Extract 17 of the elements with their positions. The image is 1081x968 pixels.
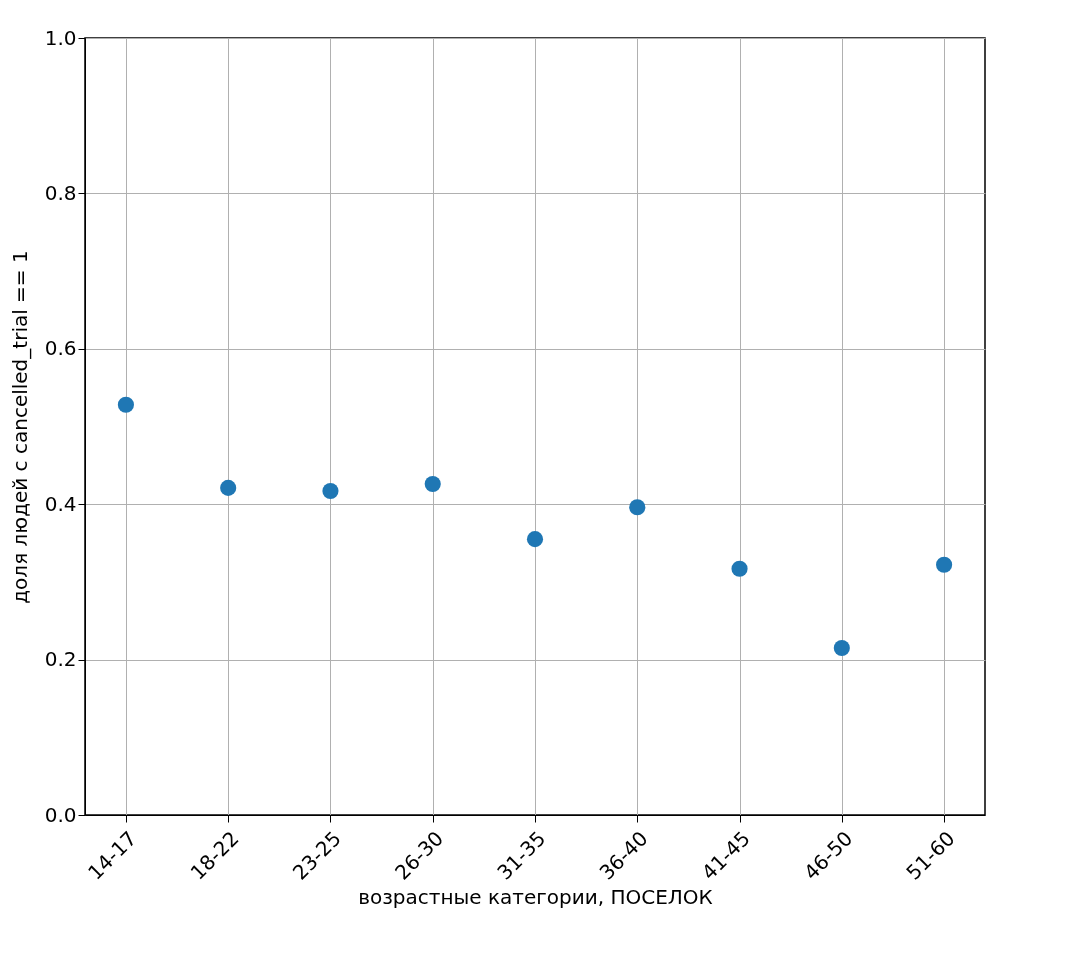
point	[731, 560, 748, 577]
point	[322, 482, 339, 500]
y-tick-label: 0.6	[44, 336, 77, 361]
point	[936, 556, 953, 573]
point	[117, 396, 134, 413]
point	[526, 531, 544, 548]
y-axis-title: доля людей с cancelled_trial == 1	[7, 250, 32, 604]
point	[220, 479, 237, 496]
point	[629, 499, 646, 516]
x-axis-title: возрастные категории, ПОСЕЛОК	[358, 884, 713, 909]
y-tick-label: 0.4	[44, 491, 77, 516]
y-tick-label: 0.0	[44, 802, 77, 827]
y-tick-label: 0.2	[44, 647, 77, 672]
point	[833, 639, 850, 656]
y-tick-label: 1.0	[44, 25, 77, 50]
point	[424, 475, 441, 493]
y-tick-label: 0.8	[44, 180, 77, 205]
